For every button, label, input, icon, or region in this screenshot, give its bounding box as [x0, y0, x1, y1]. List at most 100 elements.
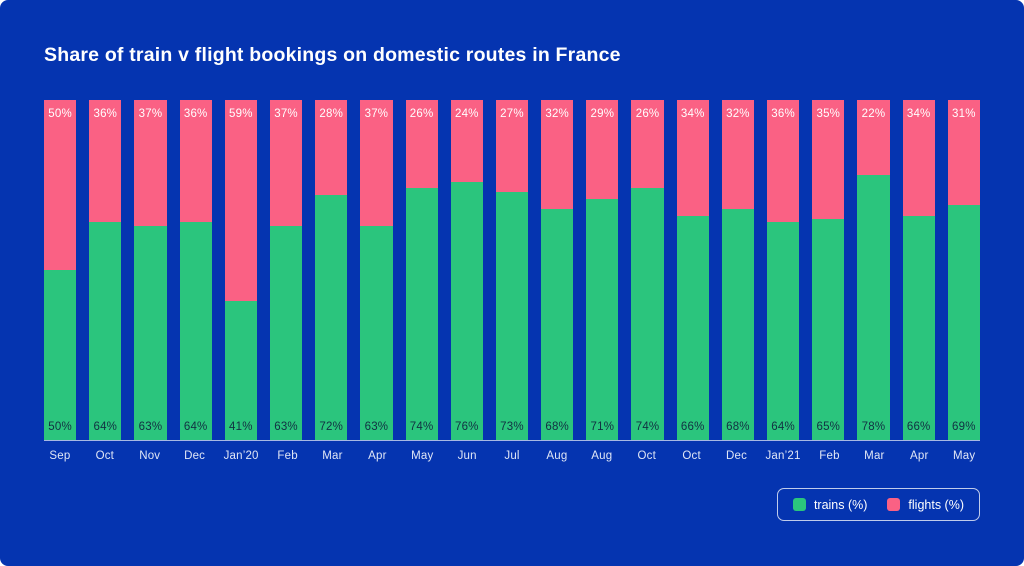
bar-column: 26% 74%: [405, 100, 438, 440]
trains-segment: 63%: [134, 225, 167, 440]
legend: trains (%) flights (%): [776, 488, 980, 521]
bar-column: 34% 66%: [902, 100, 935, 440]
flights-value-label: 36%: [771, 108, 795, 120]
bar-column: 36% 64%: [179, 100, 212, 440]
flights-value-label: 26%: [635, 108, 660, 120]
trains-value-label: 65%: [816, 421, 841, 433]
flights-segment: 36%: [89, 100, 122, 223]
legend-label: flights (%): [908, 497, 964, 512]
legend-label: trains (%): [813, 497, 868, 512]
flights-segment: 50%: [44, 100, 77, 270]
flights-value-label: 34%: [680, 108, 705, 120]
flights-value-label: 26%: [409, 108, 434, 120]
trains-segment: 64%: [179, 222, 212, 440]
trains-value-label: 64%: [183, 420, 208, 433]
flights-segment: 31%: [947, 100, 980, 206]
bar-column: 32% 68%: [541, 100, 574, 440]
trains-value-label: 66%: [906, 420, 931, 433]
flights-segment: 27%: [495, 100, 529, 192]
bar-column: 32% 68%: [721, 100, 754, 440]
legend-swatch-icon: [792, 498, 806, 511]
flights-value-label: 32%: [726, 108, 750, 120]
x-axis-tick-label: May: [953, 450, 976, 462]
x-axis-tick-label: Dec: [184, 450, 206, 462]
flights-segment: 26%: [405, 100, 438, 189]
trains-value-label: 63%: [138, 420, 163, 433]
bar-column: 31% 69%: [947, 100, 980, 440]
flights-value-label: 22%: [861, 108, 886, 120]
x-axis-tick-label: Apr: [910, 450, 929, 462]
x-axis-tick-label: Sep: [49, 450, 71, 462]
x-axis-tick-label: Jun: [457, 450, 477, 462]
trains-segment: 68%: [721, 208, 754, 440]
flights-value-label: 50%: [48, 108, 72, 120]
trains-value-label: 74%: [409, 420, 434, 433]
trains-value-label: 68%: [726, 420, 750, 433]
flights-segment: 29%: [586, 100, 619, 199]
flights-segment: 34%: [902, 100, 935, 216]
bar-column: 59% 41%: [224, 100, 257, 440]
trains-value-label: 50%: [48, 421, 72, 433]
x-axis-tick-label: Feb: [819, 450, 840, 462]
flights-segment: 36%: [179, 100, 212, 223]
trains-segment: 72%: [315, 195, 348, 440]
x-axis-tick-label: Dec: [725, 450, 748, 462]
bar-column: 24% 76%: [450, 100, 483, 440]
bar-column: 35% 65%: [812, 100, 845, 440]
x-axis-tick-label: Oct: [95, 450, 115, 462]
trains-value-label: 63%: [364, 420, 389, 433]
trains-segment: 73%: [495, 191, 529, 440]
trains-value-label: 76%: [454, 420, 479, 433]
x-axis-tick-label: Aug: [591, 450, 613, 462]
trains-value-label: 73%: [500, 420, 524, 433]
trains-value-label: 64%: [93, 420, 118, 433]
flights-value-label: 59%: [229, 108, 253, 120]
x-axis-tick-label: Jan’21: [765, 450, 801, 462]
flights-segment: 32%: [541, 100, 574, 209]
legend-item: flights (%): [887, 498, 964, 512]
x-axis-tick-label: Jan’20: [223, 450, 259, 462]
flights-value-label: 27%: [500, 108, 524, 120]
stacked-bar-chart: 50% 50% 36% 64% 37% 63% 36% 64% 59% 41% 37% 63% 28% 7…: [44, 100, 980, 441]
bar-column: 26% 74%: [631, 100, 664, 440]
bar-column: 34% 66%: [676, 100, 709, 440]
x-axis-tick-label: Nov: [139, 450, 161, 462]
flights-value-label: 31%: [952, 108, 976, 120]
x-axis-tick-label: Aug: [546, 450, 568, 462]
bar-column: 28% 72%: [315, 100, 348, 440]
flights-segment: 36%: [767, 100, 800, 223]
trains-segment: 74%: [405, 188, 438, 440]
trains-segment: 69%: [947, 205, 980, 440]
trains-segment: 78%: [857, 174, 890, 440]
trains-segment: 64%: [767, 222, 800, 440]
flights-segment: 37%: [360, 100, 393, 226]
trains-segment: 74%: [631, 188, 664, 440]
flights-value-label: 29%: [590, 108, 615, 120]
trains-segment: 41%: [224, 300, 257, 440]
flights-value-label: 24%: [454, 108, 479, 120]
trains-segment: 71%: [586, 198, 619, 440]
x-axis-tick-label: Jul: [504, 450, 520, 462]
bar-column: 27% 73%: [495, 100, 529, 440]
legend-swatch-icon: [887, 498, 901, 511]
flights-segment: 24%: [450, 100, 483, 182]
trains-value-label: 74%: [635, 420, 660, 433]
flights-segment: 26%: [631, 100, 664, 189]
trains-segment: 66%: [902, 215, 935, 440]
flights-segment: 35%: [812, 100, 845, 219]
trains-value-label: 64%: [771, 420, 795, 433]
flights-value-label: 36%: [183, 108, 208, 120]
flights-segment: 37%: [134, 100, 167, 226]
flights-segment: 22%: [857, 100, 890, 175]
x-axis-tick-label: May: [411, 450, 434, 462]
trains-value-label: 72%: [319, 420, 344, 433]
flights-value-label: 37%: [274, 108, 298, 120]
trains-segment: 50%: [44, 270, 77, 440]
bar-column: 37% 63%: [269, 100, 303, 440]
trains-value-label: 78%: [861, 420, 886, 433]
flights-value-label: 34%: [906, 108, 931, 120]
flights-segment: 37%: [269, 100, 303, 226]
bar-column: 37% 63%: [134, 100, 167, 440]
flights-segment: 34%: [676, 100, 709, 216]
